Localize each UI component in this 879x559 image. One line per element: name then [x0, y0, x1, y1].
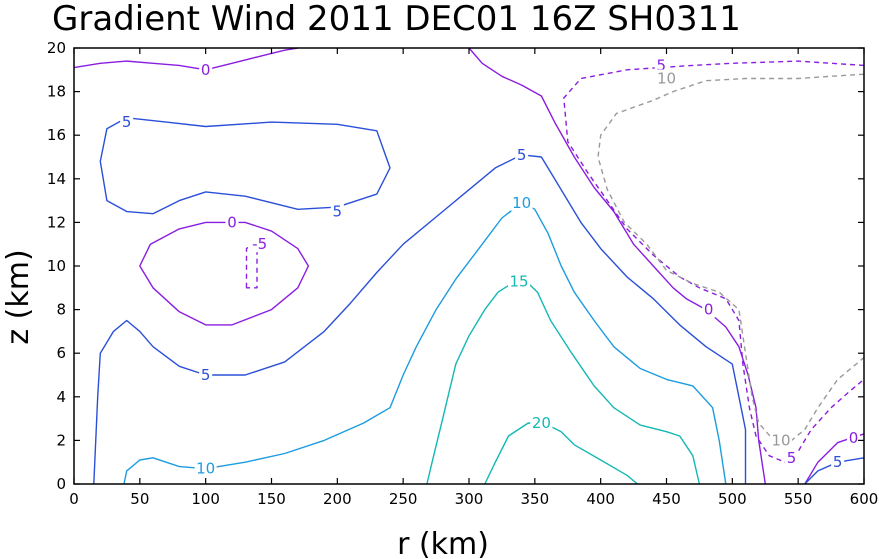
- x-tick-label: 150: [257, 490, 286, 508]
- contour-label-backdrop: [508, 272, 531, 290]
- x-tick-label: 350: [521, 490, 550, 508]
- contour-label: 0: [849, 429, 859, 447]
- y-tick-label: 2: [56, 431, 66, 449]
- contour-label-backdrop: [655, 69, 678, 87]
- contour-label-backdrop: [785, 448, 799, 466]
- contour-label-backdrop: [330, 202, 344, 220]
- axis-layer: 0 50 100 150 200 250 300 350 400 450 500 550 6000246…: [47, 39, 878, 508]
- contour-label: 5: [517, 146, 527, 164]
- x-tick-label: 550: [784, 490, 813, 508]
- contour-label: 5: [201, 366, 211, 384]
- y-tick-label: 4: [56, 388, 66, 406]
- contour-label-backdrop: [831, 453, 845, 471]
- contour-line-0-1: [468, 47, 766, 485]
- x-tick-label: 100: [191, 490, 220, 508]
- y-axis-title: z (km): [1, 249, 36, 344]
- contour-label-backdrop: [199, 60, 213, 78]
- x-tick-label: 300: [455, 490, 484, 508]
- contour-label-backdrop: [199, 366, 213, 383]
- x-tick-label: 0: [69, 490, 79, 508]
- contour-label-backdrop: [120, 113, 134, 131]
- y-tick-label: 14: [47, 170, 66, 188]
- contour-line-neg10-6: [597, 73, 865, 442]
- x-tick-label: 400: [586, 490, 615, 508]
- chart-title: Gradient Wind 2011 DEC01 16Z SH0311: [52, 0, 741, 39]
- contour-label-backdrop: [846, 429, 860, 447]
- contour-label: 5: [122, 113, 132, 131]
- y-tick-label: 6: [56, 344, 66, 362]
- y-tick-label: 20: [47, 39, 66, 57]
- x-axis-title: r (km): [397, 527, 489, 559]
- contour-label-backdrop: [530, 413, 553, 431]
- x-tick-label: 250: [389, 490, 418, 508]
- contour-line-5-7: [99, 117, 391, 215]
- y-tick-label: 18: [47, 83, 66, 101]
- contour-label: 10: [657, 70, 676, 88]
- x-tick-label: 200: [323, 490, 352, 508]
- contour-label-backdrop: [225, 213, 239, 231]
- contour-label: 0: [227, 213, 237, 231]
- contour-line-5-9: [804, 457, 865, 485]
- y-tick-label: 8: [56, 301, 66, 319]
- contour-label-backdrop: [510, 193, 533, 211]
- y-tick-label: 0: [56, 475, 66, 493]
- contour-label: 10: [772, 431, 791, 449]
- contour-line-20-12: [484, 422, 638, 485]
- contour-label: 10: [196, 460, 215, 478]
- contour-label-backdrop: [702, 300, 716, 318]
- contour-label: -5: [252, 235, 267, 253]
- contour-label: 5: [833, 453, 843, 471]
- contour-label: 0: [201, 61, 211, 79]
- x-tick-label: 500: [718, 490, 747, 508]
- x-tick-label: 450: [652, 490, 681, 508]
- contour-label: 5: [787, 449, 797, 467]
- contour-label: 5: [333, 203, 343, 221]
- contour-line-0-3: [139, 221, 310, 326]
- contour-label: 10: [512, 194, 531, 212]
- contour-line-15-11: [426, 280, 701, 485]
- contour-label: 20: [532, 414, 551, 432]
- y-tick-label: 10: [47, 257, 66, 275]
- contour-label-backdrop: [515, 145, 529, 163]
- x-tick-label: 50: [130, 490, 149, 508]
- contour-label-backdrop: [770, 431, 793, 449]
- contour-label-backdrop: [654, 56, 668, 74]
- contour-label-backdrop: [248, 235, 271, 253]
- x-tick-label: 600: [850, 490, 879, 508]
- contour-label-backdrop: [194, 459, 217, 477]
- y-tick-label: 16: [47, 126, 66, 144]
- contour-label: 0: [704, 301, 714, 319]
- contour-label: 5: [656, 56, 666, 74]
- contour-line-5-8: [93, 154, 747, 485]
- contour-label: 15: [509, 272, 528, 290]
- y-tick-label: 12: [47, 213, 66, 231]
